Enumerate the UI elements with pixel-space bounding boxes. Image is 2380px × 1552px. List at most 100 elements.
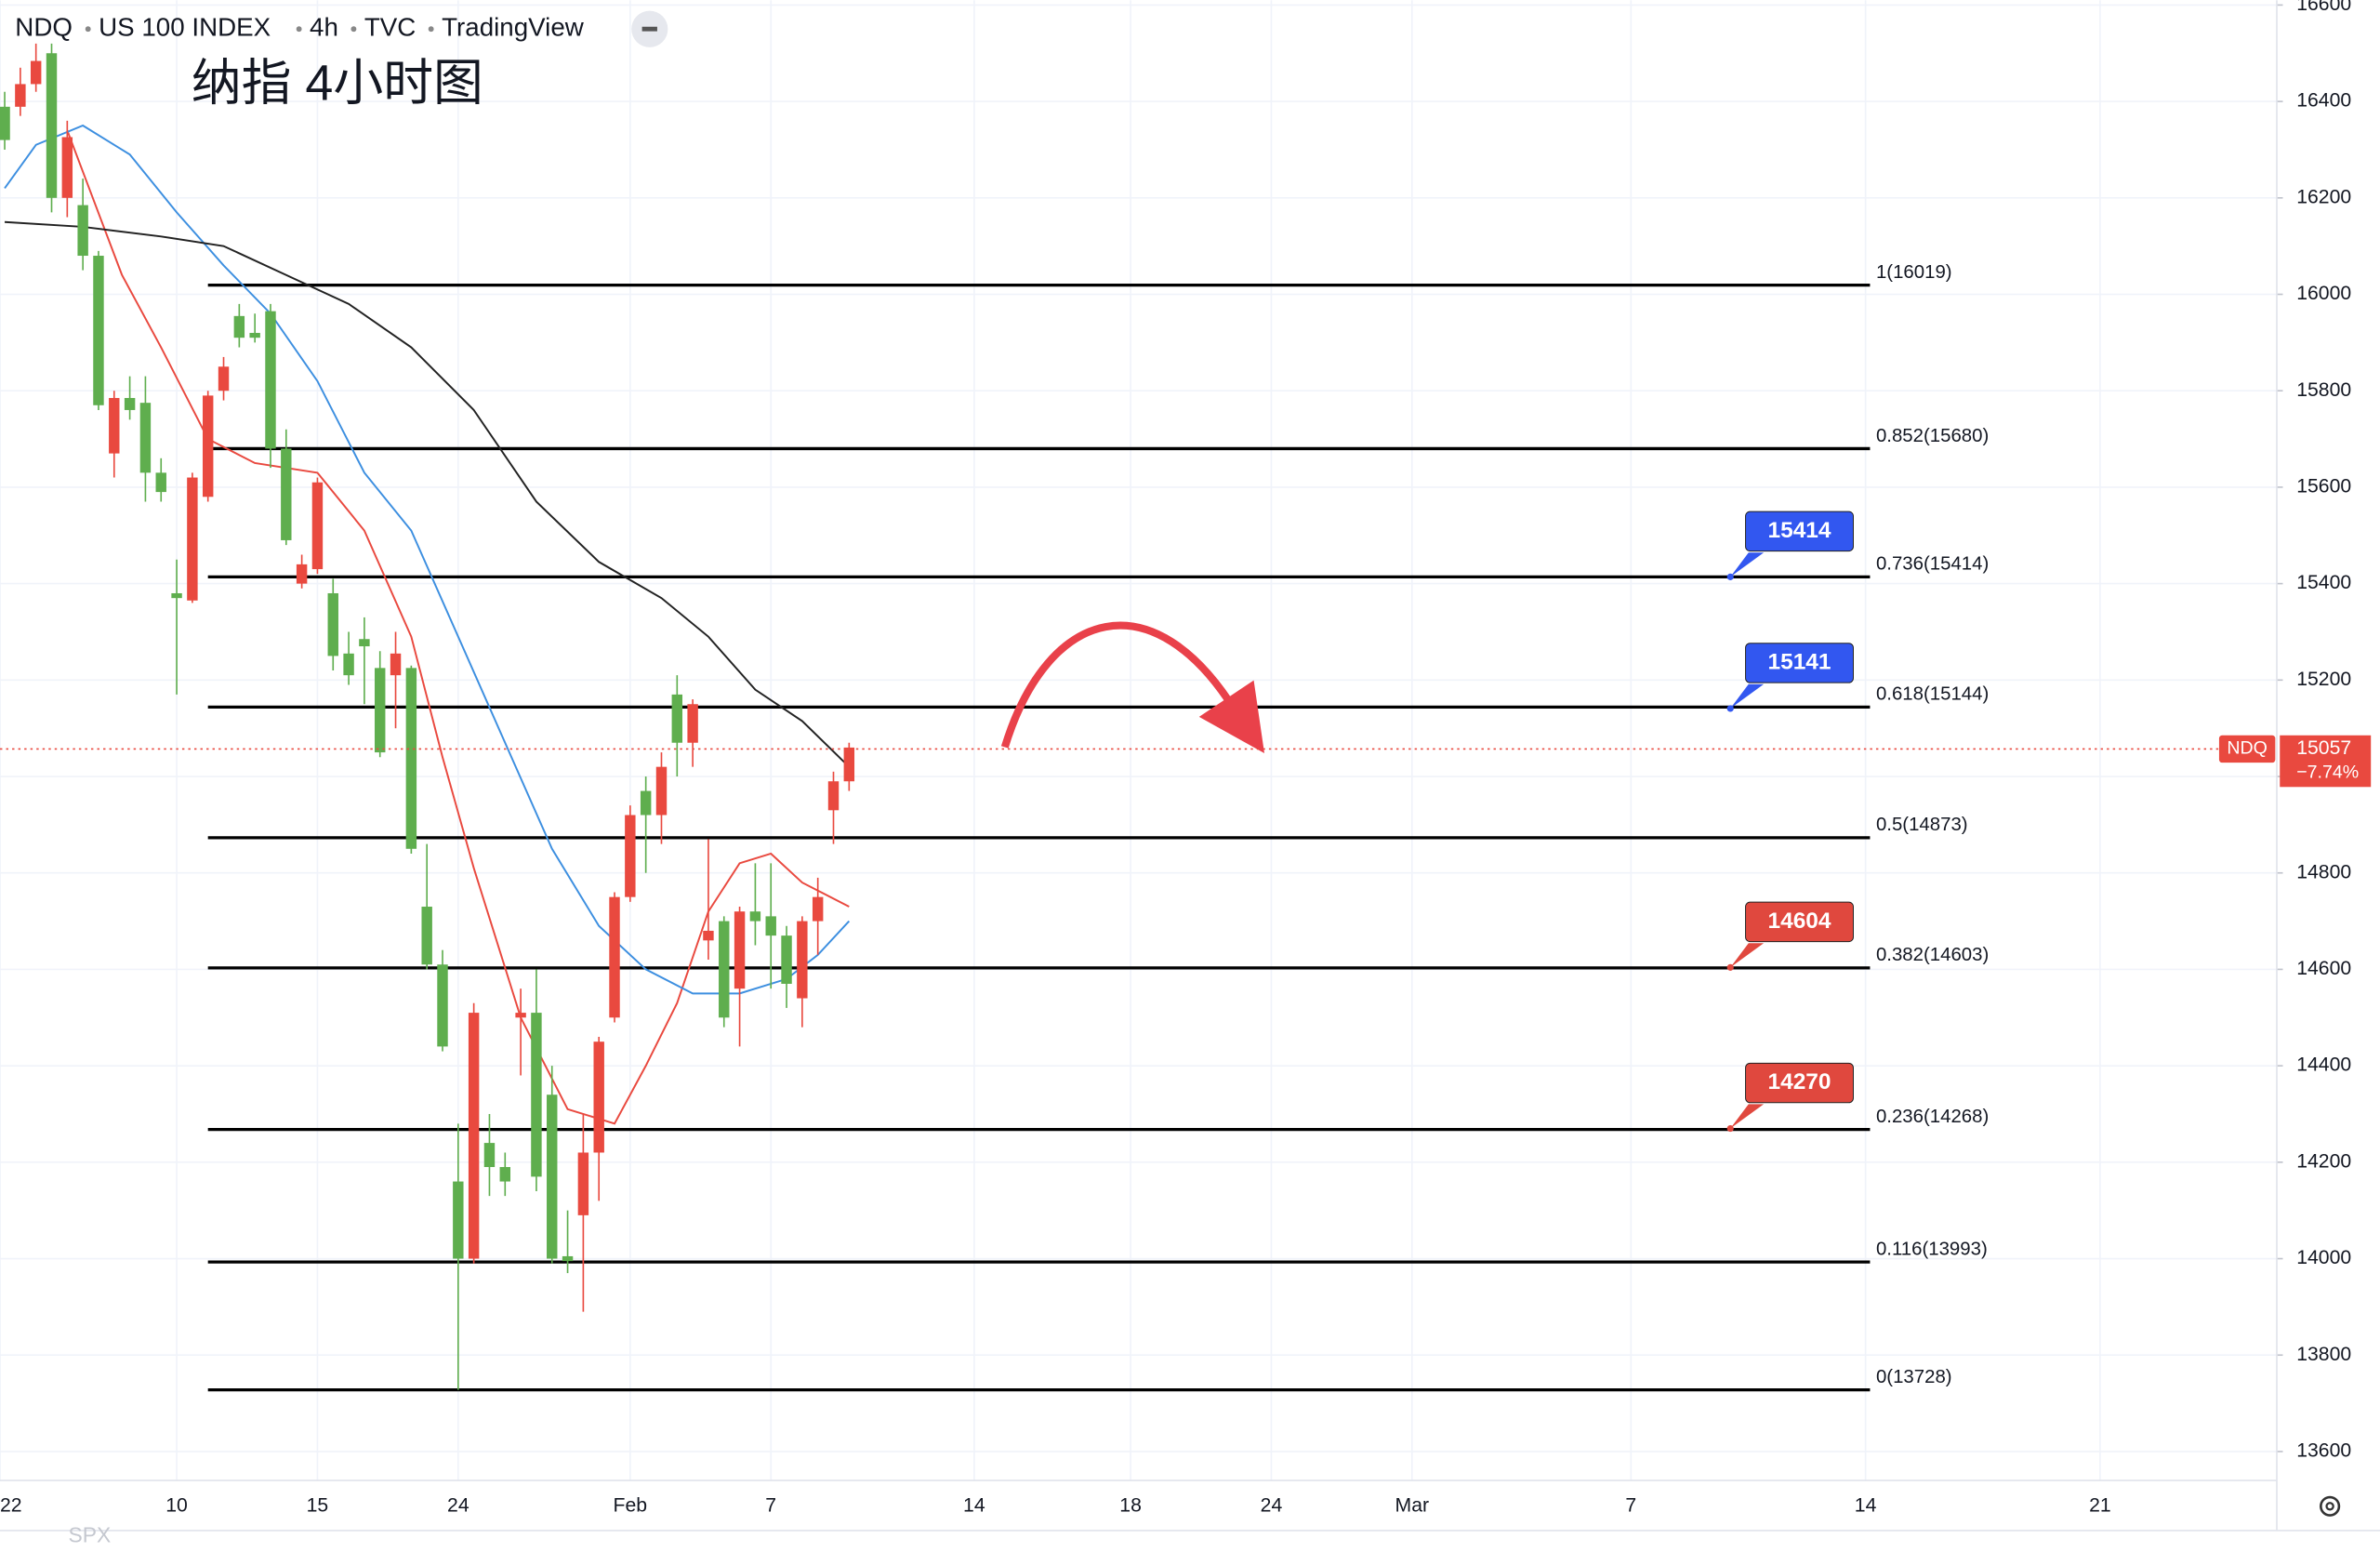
settings-icon[interactable] [2320,1495,2341,1517]
candle-body [499,1167,510,1182]
callout-label: 15414 [1767,518,1831,543]
candle-body [61,137,73,198]
x-tick-label: 2022 [0,1494,22,1516]
candle-body [703,930,714,941]
callout-anchor [1726,963,1734,971]
candle-body [421,907,432,965]
candle-body [483,1143,496,1168]
x-tick-label: 14 [1855,1494,1877,1516]
dot [296,26,302,33]
y-tick-label: 14400 [2296,1055,2351,1076]
candle-body [827,781,840,811]
callout-anchor [1726,705,1734,712]
fib-label: 0.618(15144) [1876,684,1989,705]
candle-body [265,311,276,449]
x-tick-label: Feb [614,1494,648,1516]
y-tick-label: 16600 [2296,0,2351,15]
y-tick-label: 16400 [2296,90,2351,112]
candle-layer [0,43,855,1390]
fib-label: 0.852(15680) [1876,426,1989,446]
candle-body [453,1181,464,1259]
candle-body [781,935,792,984]
callout-label: 15141 [1767,649,1831,674]
price-tag-change: −7.74% [2296,763,2359,783]
symbol-name: US 100 INDEX [99,13,271,42]
y-tick-label: 16000 [2296,283,2351,304]
x-tick-label: 14 [963,1494,985,1516]
candle-body [577,1152,589,1215]
candle-body [609,896,620,1018]
candle-body [375,668,386,753]
candle-body [187,477,198,601]
y-tick-label: 14800 [2296,861,2351,882]
candle-body [202,395,214,497]
overlay-layer: 15414 15141 14604 14270 [0,511,2277,1133]
callout-pointer [1730,943,1765,968]
fib-label: 0.382(14603) [1876,945,1989,965]
callout-pointer [1730,1104,1765,1129]
candle-body [468,1013,480,1259]
candle-body [327,592,338,657]
candle-body [171,592,182,599]
candle-body [93,256,104,405]
candle-body [77,205,88,257]
x-tick-label: 24 [447,1494,469,1516]
interval: 4h [310,13,338,42]
candle-body [233,315,245,338]
y-tick-label: 14000 [2296,1247,2351,1268]
x-tick-label: Mar [1395,1494,1430,1516]
price-tag [2280,735,2372,788]
fib-label: 0.236(14268) [1876,1107,1989,1127]
y-tick-label: 14600 [2296,958,2351,979]
candle-body [139,403,152,473]
candle-body [655,766,668,816]
symbol: NDQ [15,13,73,42]
candle-body [0,106,10,140]
y-tick-label: 16200 [2296,186,2351,207]
dot [428,26,434,33]
footer-symbol: SPX [68,1522,111,1546]
fib-layer: 1(16019) 0.852(15680) 0.736(15414) 0.618(15… [207,262,1989,1392]
candle-body [734,911,746,989]
callout-pointer [1730,552,1765,577]
candle-body [640,790,652,816]
candle-body [547,1094,558,1259]
y-tick-label: 15200 [2296,669,2351,690]
candle-body [562,1255,574,1262]
callout-box [1745,511,1854,552]
annotation: 纳指 4小时图 [192,56,483,112]
fib-label: 1(16019) [1876,262,1952,283]
candle-body [30,60,42,85]
candle-body [15,84,26,107]
callout-anchor [1726,1124,1734,1133]
price-tag-value: 15057 [2296,737,2351,759]
fib-label: 0.116(13993) [1876,1239,1988,1259]
candle-body [296,564,308,584]
candle-body [437,964,448,1047]
fib-label: 0.736(15414) [1876,554,1989,575]
exchange: TVC [364,13,416,42]
candle-body [124,397,136,410]
y-tick-label: 13600 [2296,1440,2351,1462]
annotation-arrow [1000,621,1241,749]
symbol-tag-label: NDQ [2227,738,2268,759]
candle-body [719,921,730,1018]
candle-body [281,448,292,540]
callout-box [1745,901,1854,943]
dot [85,26,91,33]
moving-average [4,124,851,995]
candle-body [249,332,260,338]
y-tick-label: 15800 [2296,379,2351,401]
ma-layer [4,124,851,1125]
dot [350,26,357,33]
symbol-tag [2218,735,2276,763]
y-tick-label: 13800 [2296,1344,2351,1365]
moving-average [4,220,851,768]
candle-body [109,397,120,454]
candle-body [359,639,370,647]
callout-label: 14270 [1767,1069,1831,1094]
candle-body [593,1041,604,1153]
candle-body [218,366,230,391]
moving-average [66,129,850,1125]
candle-body [311,482,324,570]
